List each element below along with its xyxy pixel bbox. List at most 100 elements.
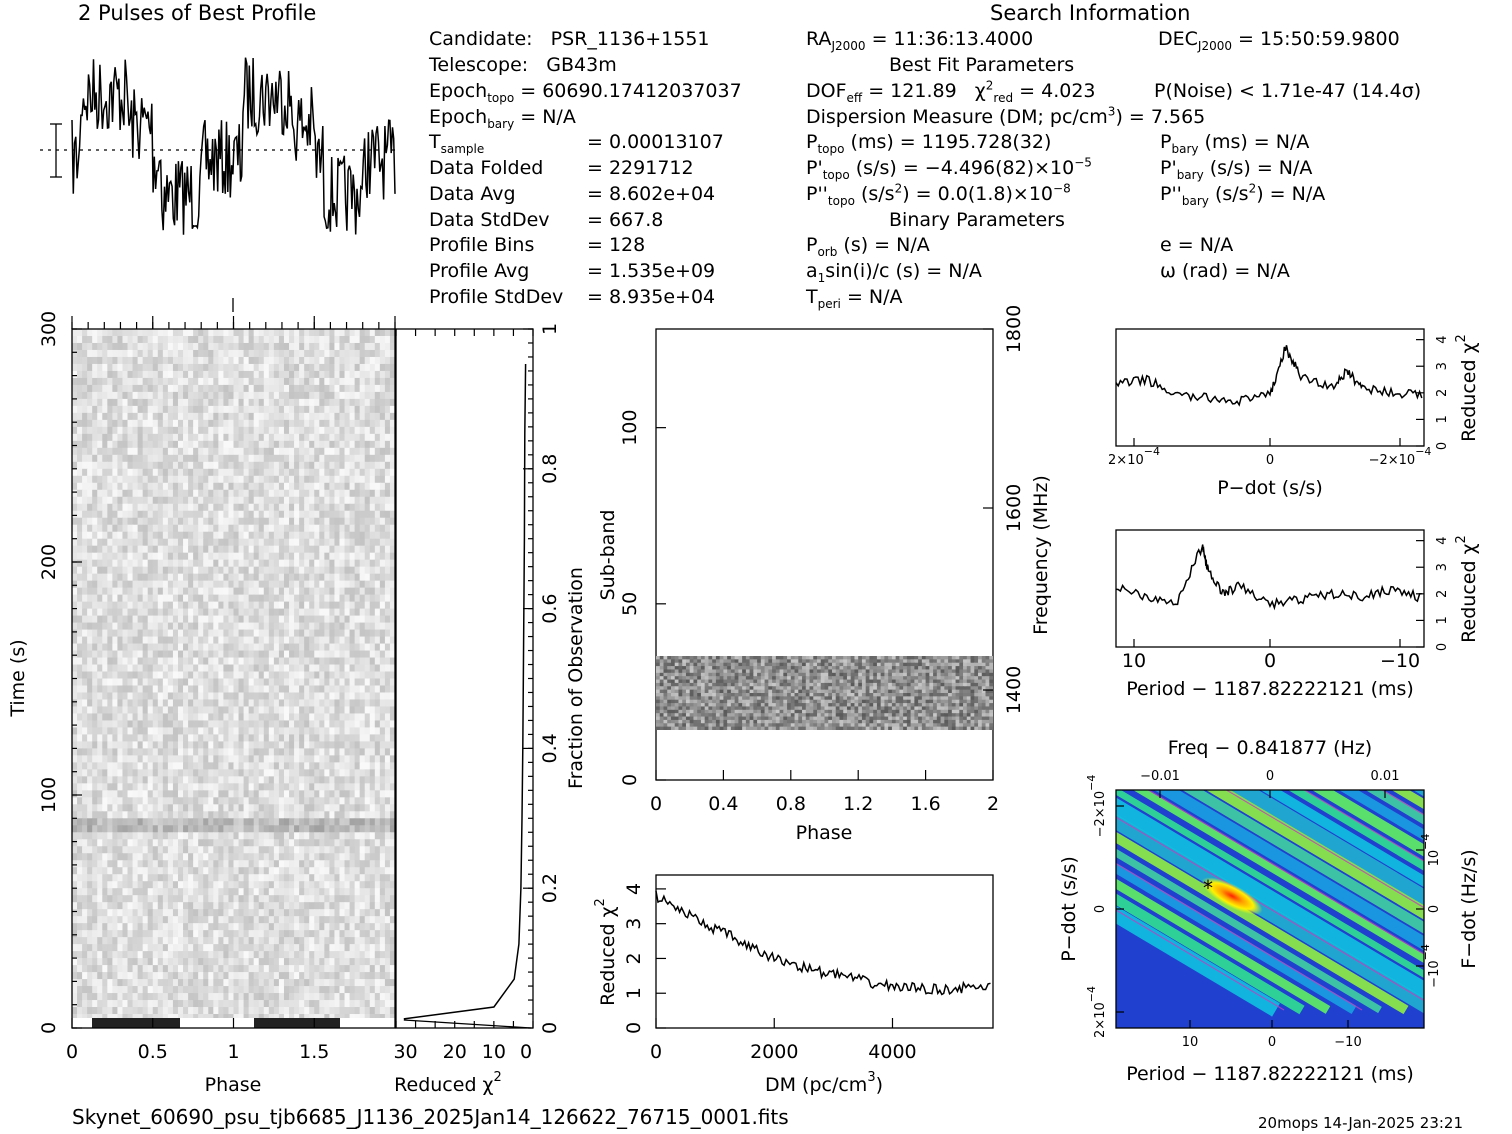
tp-cell — [148, 595, 154, 603]
tp-cell — [284, 413, 290, 421]
tp-cell — [112, 734, 118, 742]
tp-cell — [102, 434, 108, 442]
tp-cell — [168, 343, 174, 351]
tp-cell — [158, 699, 164, 707]
tp-cell — [294, 790, 300, 798]
tp-cell — [158, 609, 164, 617]
tp-cell — [350, 630, 356, 638]
tp-cell — [82, 595, 88, 603]
tp-cell — [269, 469, 275, 477]
tp-cell — [380, 832, 386, 840]
tp-cell — [279, 490, 285, 498]
tp-cell — [138, 665, 144, 673]
tp-cell — [102, 776, 108, 784]
tp-cell — [148, 441, 154, 449]
tp-cell — [223, 392, 229, 400]
tp-cell — [319, 825, 325, 833]
tp-cell — [133, 427, 139, 435]
tp-cell — [365, 497, 371, 505]
tp-cell — [198, 720, 204, 728]
tp-cell — [178, 350, 184, 358]
tp-cell — [274, 385, 280, 393]
tp-cell — [133, 672, 139, 680]
tp-cell — [193, 623, 199, 631]
tp-cell — [208, 448, 214, 456]
tp-cell — [350, 783, 356, 791]
tp-cell — [223, 434, 229, 442]
tp-cell — [223, 371, 229, 379]
tp-cell — [385, 469, 391, 477]
tp-cell — [97, 455, 103, 463]
tp-cell — [133, 462, 139, 470]
tp-cell — [370, 546, 376, 554]
tp-cell — [163, 846, 169, 854]
tp-cell — [314, 539, 320, 547]
tp-cell — [309, 476, 315, 484]
tp-cell — [375, 846, 381, 854]
tp-cell — [143, 574, 149, 582]
tp-cell — [82, 434, 88, 442]
tp-cell — [213, 734, 219, 742]
tp-cell — [334, 637, 340, 645]
tp-cell — [304, 651, 310, 659]
tp-cell — [133, 692, 139, 700]
tp-cell — [279, 832, 285, 840]
tp-cell — [193, 762, 199, 770]
tp-cell — [188, 483, 194, 491]
tp-cell — [138, 392, 144, 400]
tp-cell — [360, 357, 366, 365]
tp-cell — [153, 532, 159, 540]
tp-cell — [254, 455, 260, 463]
tp-cell — [102, 350, 108, 358]
tp-cell — [117, 546, 123, 554]
tp-cell — [92, 832, 98, 840]
tp-cell — [82, 497, 88, 505]
tp-cell — [304, 581, 310, 589]
tp-cell — [213, 392, 219, 400]
tp-cell — [299, 581, 305, 589]
tp-cell — [304, 497, 310, 505]
tp-cell — [385, 504, 391, 512]
tp-cell — [92, 504, 98, 512]
tp-cell — [183, 616, 189, 624]
tp-cell — [163, 490, 169, 498]
tp-cell — [314, 706, 320, 714]
tp-cell — [355, 539, 361, 547]
tp-cell — [148, 762, 154, 770]
tp-cell — [198, 630, 204, 638]
tp-cell — [324, 609, 330, 617]
tp-cell — [304, 343, 310, 351]
tp-cell — [355, 692, 361, 700]
tp-cell — [284, 706, 290, 714]
tp-cell — [264, 504, 270, 512]
tp-cell — [178, 560, 184, 568]
tp-cell — [163, 462, 169, 470]
tp-cell — [355, 504, 361, 512]
tp-cell — [329, 469, 335, 477]
tp-cell — [102, 637, 108, 645]
tp-cell — [254, 748, 260, 756]
tp-cell — [143, 602, 149, 610]
tp-cell — [380, 679, 386, 687]
tp-cell — [279, 672, 285, 680]
tp-cell — [334, 755, 340, 763]
tp-cell — [249, 623, 255, 631]
tp-cell — [249, 378, 255, 386]
tp-cell — [203, 434, 209, 442]
tp-cell — [279, 350, 285, 358]
tp-cell — [223, 734, 229, 742]
tp-cell — [264, 371, 270, 379]
tp-cell — [304, 609, 310, 617]
tp-cell — [153, 692, 159, 700]
tp-cell — [360, 574, 366, 582]
tp-cell — [72, 581, 78, 589]
tp-cell — [365, 462, 371, 470]
tp-cell — [122, 665, 128, 673]
tp-cell — [294, 853, 300, 861]
tp-cell — [168, 462, 174, 470]
tp-cell — [269, 685, 275, 693]
tp-cell — [82, 392, 88, 400]
tp-cell — [309, 420, 315, 428]
tp-cell — [299, 350, 305, 358]
tp-cell — [102, 553, 108, 561]
